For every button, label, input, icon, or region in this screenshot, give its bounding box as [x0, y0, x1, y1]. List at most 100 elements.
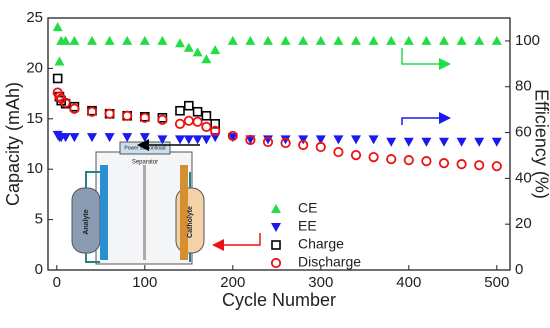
plot-frame [47, 17, 511, 271]
marker [192, 135, 203, 145]
marker [210, 125, 221, 136]
marker [456, 137, 467, 147]
marker [86, 106, 98, 117]
marker [210, 133, 221, 143]
marker [192, 106, 203, 117]
y-tick-label: 15 [26, 110, 43, 127]
inset-label: Analyte [83, 209, 90, 234]
y2-tick-label: 40 [515, 169, 532, 186]
marker [351, 135, 361, 145]
marker [201, 54, 212, 64]
marker [122, 110, 133, 121]
marker [333, 135, 344, 145]
marker [157, 35, 168, 45]
marker [227, 130, 238, 142]
marker [439, 35, 449, 45]
legend-label: Charge [298, 236, 344, 252]
marker [87, 133, 97, 143]
marker [245, 134, 256, 146]
legend-marker [270, 257, 282, 269]
marker [87, 35, 97, 45]
marker [491, 161, 502, 172]
inset-electrode [100, 165, 108, 260]
marker [368, 35, 379, 45]
marker [298, 35, 309, 45]
marker [175, 105, 185, 116]
marker [227, 35, 238, 45]
inset-diagram: Analyte Catholyte Separator Power statio… [71, 141, 205, 265]
inset-separator [143, 165, 146, 260]
marker [439, 137, 449, 147]
marker [368, 152, 379, 163]
x-tick-label: 200 [220, 274, 245, 291]
marker [175, 38, 185, 48]
inset-label: Separator [132, 160, 158, 166]
y2-tick-label: 0 [515, 261, 523, 278]
marker [52, 73, 63, 84]
marker [210, 45, 221, 55]
marker [157, 114, 168, 125]
x-axis-label: Cycle Number [222, 290, 336, 310]
marker [315, 35, 326, 45]
marker [368, 135, 379, 145]
marker [104, 108, 115, 119]
marker [456, 159, 467, 170]
x-tick-label: 100 [132, 274, 157, 291]
legend-label: Discharge [298, 254, 361, 270]
y-tick-label: 10 [26, 160, 43, 177]
marker [386, 137, 397, 147]
marker [183, 135, 194, 145]
y-tick-label: 20 [26, 59, 43, 76]
marker [192, 116, 203, 127]
inset-electrode [180, 165, 188, 260]
marker [60, 97, 71, 108]
marker [139, 35, 150, 45]
marker [104, 35, 115, 45]
y2-axis-label: Efficiency (%) [531, 89, 550, 199]
x-tick-label: 500 [484, 274, 509, 291]
marker [403, 155, 414, 166]
arrow [401, 48, 451, 70]
legend-marker [271, 204, 281, 213]
marker [474, 35, 485, 45]
marker [386, 35, 397, 45]
legend-label: CE [298, 200, 317, 216]
marker [184, 100, 194, 111]
marker [245, 35, 256, 45]
inset-label: Catholyte [187, 206, 194, 238]
marker [350, 149, 362, 161]
y-tick-label: 25 [26, 9, 43, 26]
marker [60, 133, 71, 143]
marker [280, 35, 291, 45]
marker [201, 135, 212, 145]
marker [403, 137, 414, 147]
inset-label: Power station/load [124, 145, 165, 151]
marker [438, 158, 450, 169]
marker [210, 119, 220, 129]
marker [122, 35, 133, 45]
x-tick-label: 300 [308, 274, 333, 291]
y2-tick-label: 20 [515, 215, 532, 232]
inset-pipe [85, 171, 191, 263]
arrow [212, 233, 261, 251]
marker [54, 91, 65, 102]
marker [298, 139, 309, 151]
marker [183, 115, 194, 126]
y2-tick-label: 80 [515, 78, 532, 95]
marker [245, 135, 256, 145]
marker [421, 156, 432, 167]
marker [157, 135, 168, 145]
marker [315, 135, 326, 145]
x-tick-label: 400 [396, 274, 421, 291]
marker [263, 35, 273, 45]
marker [201, 121, 212, 132]
legend-label: EE [298, 218, 317, 234]
x-tick-label: 0 [53, 274, 61, 291]
marker [139, 112, 150, 123]
y-axis-label: Capacity (mAh) [3, 82, 23, 206]
marker [69, 103, 80, 114]
marker [69, 35, 80, 45]
marker [351, 35, 361, 45]
marker [386, 154, 397, 165]
marker [403, 35, 414, 45]
